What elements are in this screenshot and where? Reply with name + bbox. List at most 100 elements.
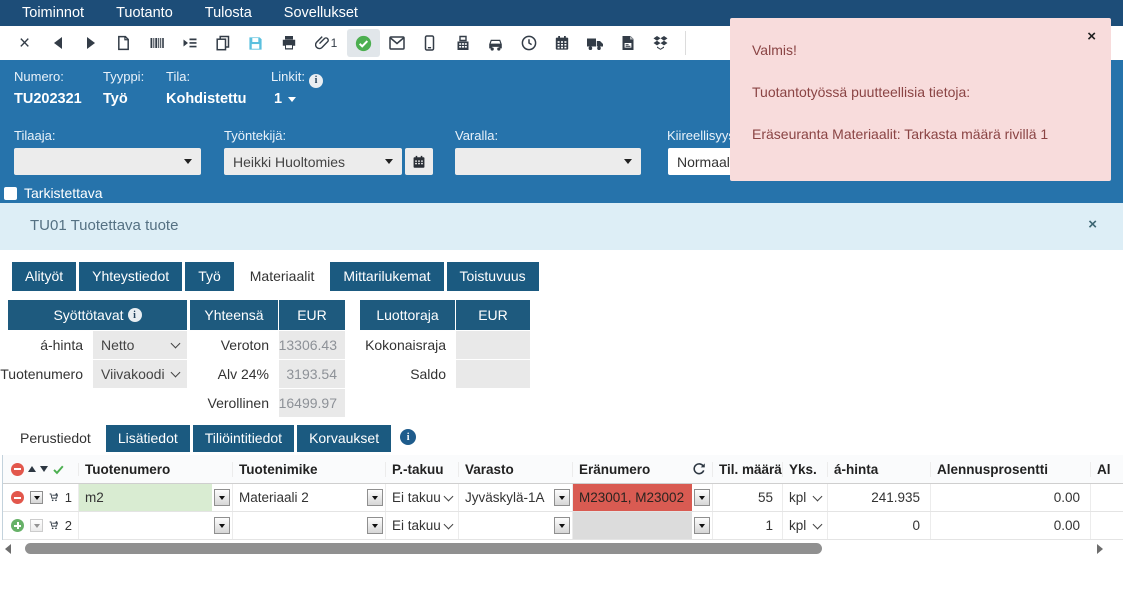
- al-cell[interactable]: [1091, 484, 1123, 511]
- scroll-left-icon[interactable]: [5, 544, 11, 554]
- varasto-cell[interactable]: Jyväskylä-1A: [459, 484, 573, 511]
- scroll-right-icon[interactable]: [1097, 544, 1103, 554]
- dropdown-button[interactable]: [554, 489, 570, 506]
- tyyppi-value: Työ: [103, 91, 128, 107]
- move-up-icon[interactable]: [28, 466, 36, 472]
- til-maara-cell[interactable]: 1: [713, 512, 783, 539]
- eranumero-cell[interactable]: [573, 512, 713, 539]
- subtab-lisatiedot[interactable]: Lisätiedot: [105, 425, 190, 452]
- col-al[interactable]: Al: [1097, 461, 1111, 477]
- p-takuu-select[interactable]: Ei takuu: [386, 484, 459, 511]
- col-p-takuu[interactable]: P.-takuu: [386, 461, 459, 477]
- refresh-icon[interactable]: [692, 462, 706, 476]
- register-icon[interactable]: [446, 29, 479, 57]
- previous-icon[interactable]: [41, 29, 74, 57]
- dropdown-button[interactable]: [554, 517, 570, 534]
- col-alennusprosentti[interactable]: Alennusprosentti: [931, 461, 1091, 477]
- menu-tulosta[interactable]: Tulosta: [204, 5, 252, 21]
- cart-plus-icon[interactable]: [49, 490, 59, 505]
- subtab-tiliointitiedot[interactable]: Tiliöintitiedot: [192, 425, 295, 452]
- dropdown-button[interactable]: [214, 489, 230, 506]
- product-panel-close-icon[interactable]: ×: [1088, 216, 1097, 233]
- al-cell[interactable]: [1091, 512, 1123, 539]
- scrollbar-thumb[interactable]: [25, 543, 822, 554]
- dropdown-button[interactable]: [367, 489, 383, 506]
- new-document-icon[interactable]: [107, 29, 140, 57]
- dropdown-button[interactable]: [694, 517, 710, 534]
- col-tuotenumero[interactable]: Tuotenumero: [79, 461, 233, 477]
- car-icon[interactable]: [479, 29, 512, 57]
- add-row-icon[interactable]: [11, 519, 24, 532]
- row-menu-icon[interactable]: [30, 491, 43, 504]
- tilaaja-combobox[interactable]: [14, 148, 201, 175]
- alennusprosentti-cell[interactable]: 0.00: [931, 484, 1091, 511]
- mobile-icon[interactable]: [413, 29, 446, 57]
- row-menu-icon[interactable]: [30, 519, 43, 532]
- tarkistettava-checkbox[interactable]: [4, 186, 17, 200]
- info-icon[interactable]: i: [127, 308, 142, 322]
- menu-tuotanto[interactable]: Tuotanto: [116, 5, 173, 21]
- yks-select[interactable]: kpl: [783, 484, 828, 511]
- col-a-hinta[interactable]: á-hinta: [828, 461, 931, 477]
- col-yks[interactable]: Yks.: [783, 461, 828, 477]
- varasto-cell[interactable]: [459, 512, 573, 539]
- tab-yhteystiedot[interactable]: Yhteystiedot: [79, 262, 183, 291]
- a-hinta-select[interactable]: Netto: [93, 331, 187, 359]
- delete-row-icon[interactable]: [11, 462, 24, 476]
- menu-sovellukset[interactable]: Sovellukset: [283, 5, 358, 21]
- tuotenumero-mode-select[interactable]: Viivakoodi: [93, 360, 187, 388]
- notification-close-icon[interactable]: ×: [1087, 28, 1096, 45]
- clock-icon[interactable]: [512, 29, 545, 57]
- tuotenimike-cell[interactable]: [233, 512, 386, 539]
- tyontekija-calendar-button[interactable]: [405, 148, 433, 175]
- tab-toistuvuus[interactable]: Toistuvuus: [446, 262, 539, 291]
- dropdown-button[interactable]: [214, 517, 230, 534]
- copy-icon[interactable]: [206, 29, 239, 57]
- col-varasto[interactable]: Varasto: [459, 461, 573, 477]
- dropbox-icon[interactable]: [644, 29, 677, 57]
- linkit-dropdown[interactable]: 1: [274, 91, 297, 107]
- save-icon[interactable]: [239, 29, 272, 57]
- col-tuotenimike[interactable]: Tuotenimike: [233, 461, 386, 477]
- tuotenumero-cell[interactable]: [79, 512, 233, 539]
- varalla-combobox[interactable]: [455, 148, 641, 175]
- approve-icon[interactable]: [347, 29, 380, 57]
- tab-alityot[interactable]: Alityöt: [12, 262, 77, 291]
- tab-materiaalit[interactable]: Materiaalit: [236, 262, 328, 291]
- subtab-perustiedot[interactable]: Perustiedot: [8, 425, 103, 452]
- truck-icon[interactable]: [578, 29, 611, 57]
- attachment-icon[interactable]: 1: [305, 29, 347, 57]
- alennusprosentti-cell[interactable]: 0.00: [931, 512, 1091, 539]
- tyontekija-combobox[interactable]: Heikki Huoltomies: [224, 148, 402, 175]
- til-maara-cell[interactable]: 55: [713, 484, 783, 511]
- approve-all-icon[interactable]: [52, 463, 65, 476]
- dropdown-button[interactable]: [367, 517, 383, 534]
- tab-tyo[interactable]: Työ: [185, 262, 234, 291]
- col-til-maara[interactable]: Til. määrä: [713, 461, 783, 477]
- email-icon[interactable]: [380, 29, 413, 57]
- close-icon[interactable]: ×: [18, 32, 31, 54]
- eranumero-cell[interactable]: M23001, M23002: [573, 484, 713, 511]
- tuotenumero-cell[interactable]: m2: [79, 484, 233, 511]
- calendar-icon[interactable]: [545, 29, 578, 57]
- cart-plus-icon[interactable]: [49, 518, 59, 533]
- a-hinta-cell[interactable]: 241.935: [828, 484, 931, 511]
- tab-mittarilukemat[interactable]: Mittarilukemat: [330, 262, 444, 291]
- menu-toiminnot[interactable]: Toiminnot: [22, 5, 85, 21]
- delete-row-icon[interactable]: [11, 491, 24, 504]
- move-down-icon[interactable]: [40, 466, 48, 472]
- barcode-icon[interactable]: [140, 29, 173, 57]
- col-eranumero[interactable]: Eränumero: [573, 461, 713, 477]
- next-icon[interactable]: [74, 29, 107, 57]
- report-icon[interactable]: [611, 29, 644, 57]
- work-list-icon[interactable]: [173, 29, 206, 57]
- yks-select[interactable]: kpl: [783, 512, 828, 539]
- dropdown-button[interactable]: [694, 489, 710, 506]
- linkit-info-icon[interactable]: i: [308, 73, 323, 88]
- subtab-korvaukset[interactable]: Korvaukset: [297, 425, 392, 452]
- p-takuu-select[interactable]: Ei takuu: [386, 512, 459, 539]
- a-hinta-cell[interactable]: 0: [828, 512, 931, 539]
- subtabs-info-icon[interactable]: i: [400, 429, 417, 445]
- tuotenimike-cell[interactable]: Materiaali 2: [233, 484, 386, 511]
- print-icon[interactable]: [272, 29, 305, 57]
